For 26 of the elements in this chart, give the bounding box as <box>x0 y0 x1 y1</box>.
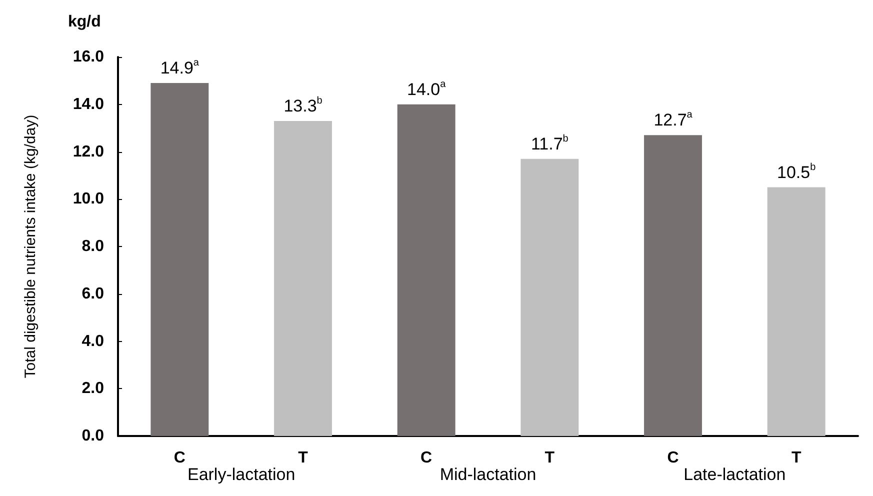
y-tick-label: 12.0 <box>72 143 104 160</box>
text: Early-lactation <box>187 465 296 484</box>
y-tick-label: 4.0 <box>82 332 104 350</box>
y-tick-label: 14.0 <box>72 96 104 113</box>
bar <box>274 120 332 436</box>
bar <box>767 187 826 436</box>
y-tick-label: 16.0 <box>72 48 104 66</box>
bar <box>150 83 209 436</box>
bar <box>397 104 456 436</box>
y-tick-label: 6.0 <box>82 285 104 302</box>
y-axis-title: Total digestible nutrients intake (kg/day) <box>22 114 39 378</box>
x-tick-label: C <box>420 450 433 466</box>
bar <box>644 135 702 436</box>
y-tick-label: 2.0 <box>82 380 104 398</box>
y-tick-label: 0.0 <box>82 428 104 444</box>
y-tick-label: 8.0 <box>82 238 104 255</box>
text: Mid-lactation <box>440 465 536 484</box>
x-tick-label: T <box>298 450 308 466</box>
x-tick-label: C <box>667 450 680 466</box>
bar <box>520 158 579 436</box>
x-tick-label: T <box>791 450 802 466</box>
x-tick-label: T <box>544 450 555 466</box>
text: Late-lactation <box>684 465 786 484</box>
x-tick-label: C <box>174 450 186 466</box>
text: kg/d <box>68 14 101 30</box>
y-tick-label: 10.0 <box>72 190 104 208</box>
